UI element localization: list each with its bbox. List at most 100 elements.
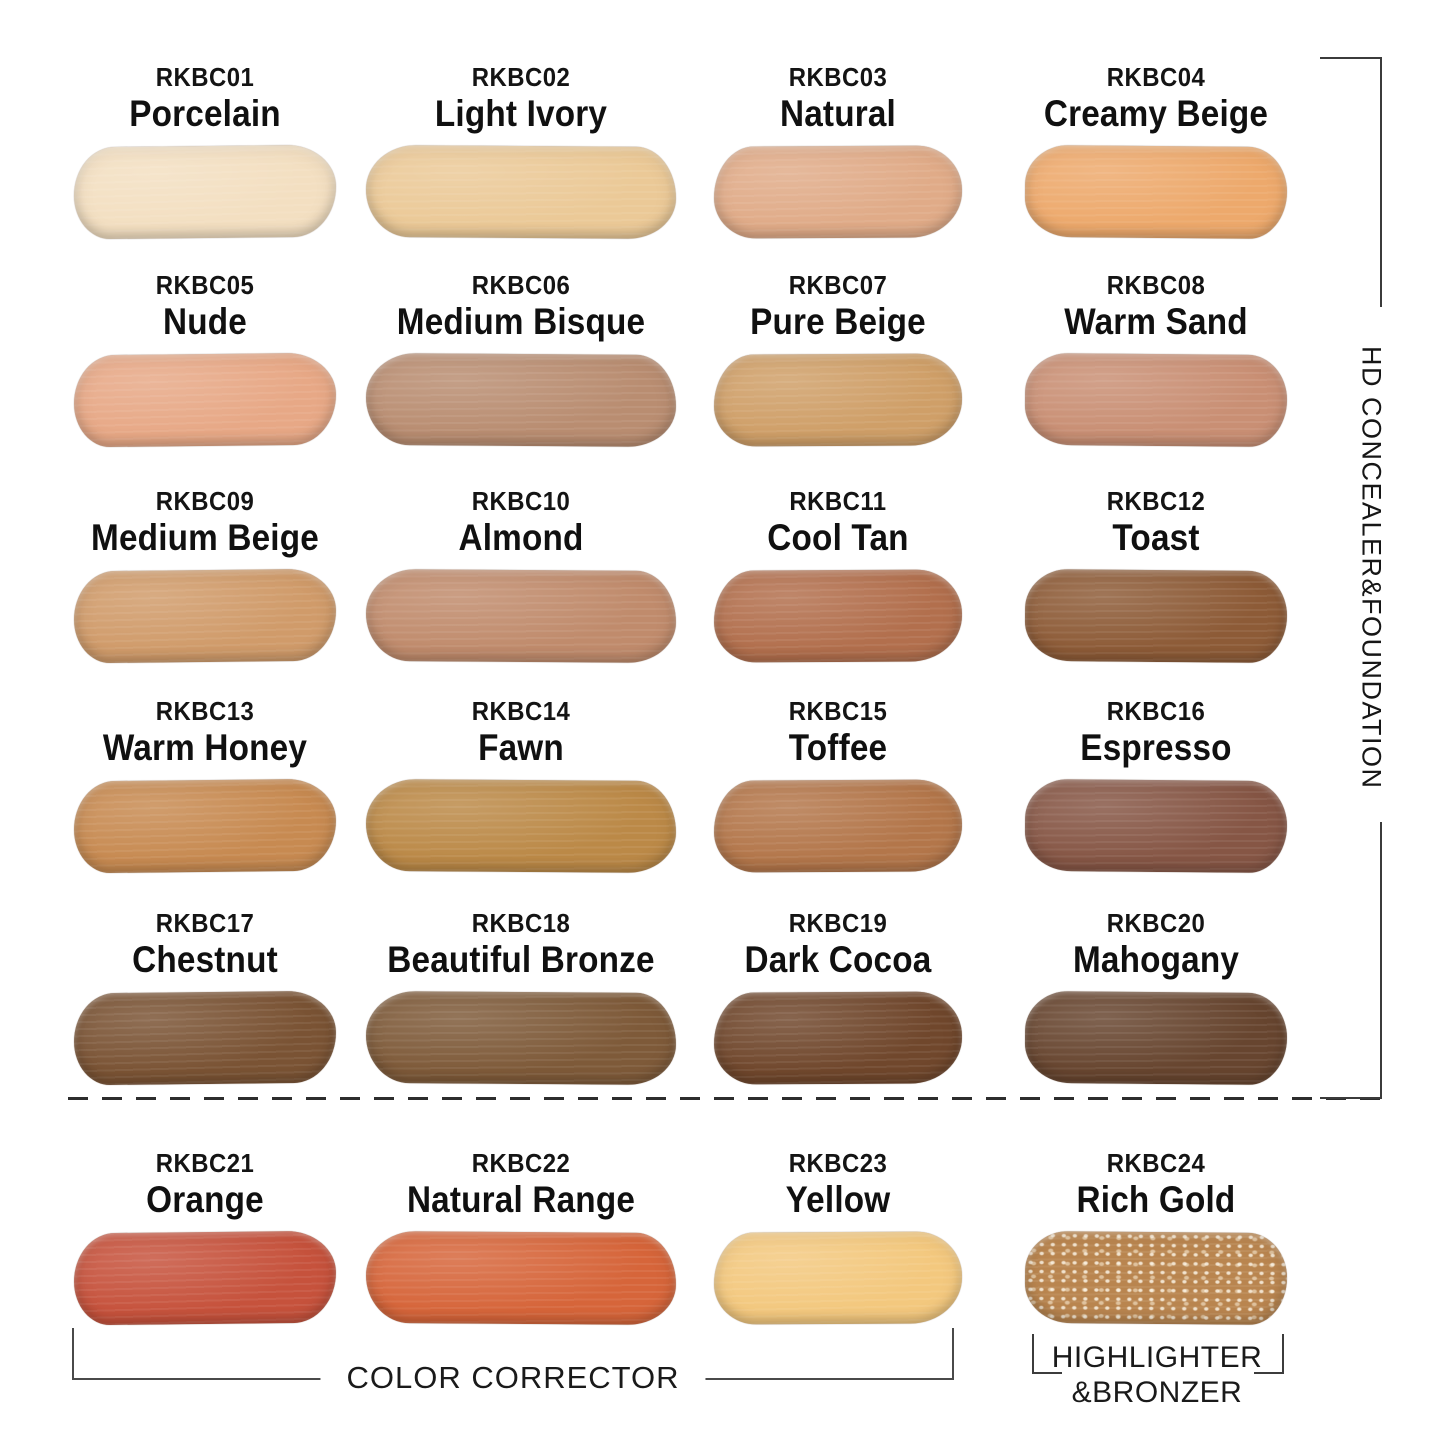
swatch-color-smear bbox=[365, 1230, 677, 1326]
swatch-color-smear bbox=[1024, 352, 1288, 448]
swatch-code: RKBC11 bbox=[789, 486, 887, 516]
swatch-name: Porcelain bbox=[129, 93, 281, 134]
section-label-highlighter-bronzer: HIGHLIGHTER &BRONZER bbox=[1044, 1340, 1270, 1410]
swatch-code: RKBC13 bbox=[155, 696, 255, 726]
swatch-cell: RKBC10 Almond bbox=[365, 486, 677, 664]
swatch-name: Chestnut bbox=[132, 939, 278, 980]
highlighter-bracket-left-corner bbox=[1032, 1334, 1062, 1374]
swatch-code: RKBC20 bbox=[1106, 908, 1206, 938]
swatch-name: Pure Beige bbox=[750, 301, 926, 342]
swatch-color-smear bbox=[73, 778, 337, 874]
swatch-name: Fawn bbox=[478, 727, 564, 768]
swatch-cell: RKBC07 Pure Beige bbox=[682, 270, 994, 447]
side-bracket-top-segment bbox=[1320, 57, 1382, 307]
swatch-name: Cool Tan bbox=[767, 517, 909, 558]
swatch-name: Nude bbox=[163, 301, 247, 342]
swatch-cell: RKBC18 Beautiful Bronze bbox=[365, 908, 677, 1086]
swatch-code: RKBC24 bbox=[1106, 1148, 1206, 1178]
swatch-code: RKBC14 bbox=[471, 696, 571, 726]
swatch-code: RKBC05 bbox=[155, 270, 255, 300]
swatch-code: RKBC04 bbox=[1106, 62, 1206, 92]
swatch-cell: RKBC08 Warm Sand bbox=[1000, 270, 1312, 448]
swatch-code: RKBC01 bbox=[155, 62, 255, 92]
swatch-cell: RKBC11 Cool Tan bbox=[682, 486, 994, 663]
swatch-color-smear bbox=[1024, 1230, 1288, 1326]
swatch-code: RKBC02 bbox=[471, 62, 571, 92]
swatch-name: Espresso bbox=[1080, 727, 1232, 768]
swatch-color-smear bbox=[1024, 778, 1288, 874]
swatch-color-smear bbox=[73, 352, 337, 448]
swatch-code: RKBC23 bbox=[788, 1148, 888, 1178]
swatch-code: RKBC21 bbox=[155, 1148, 255, 1178]
swatch-code: RKBC07 bbox=[788, 270, 888, 300]
highlighter-label-line2: &BRONZER bbox=[1071, 1376, 1243, 1409]
swatch-name: Warm Sand bbox=[1064, 301, 1248, 342]
swatch-name: Warm Honey bbox=[102, 727, 308, 768]
swatch-color-smear bbox=[713, 569, 963, 663]
swatch-cell: RKBC22 Natural Range bbox=[365, 1148, 677, 1326]
swatch-cell: RKBC09 Medium Beige bbox=[49, 486, 361, 664]
swatch-color-smear bbox=[713, 991, 963, 1085]
swatch-color-smear bbox=[713, 353, 963, 447]
swatch-cell: RKBC05 Nude bbox=[49, 270, 361, 448]
swatch-color-smear bbox=[1024, 144, 1288, 240]
swatch-cell: RKBC23 Yellow bbox=[682, 1148, 994, 1325]
swatch-cell: RKBC12 Toast bbox=[1000, 486, 1312, 664]
swatch-name: Light Ivory bbox=[434, 93, 608, 134]
swatch-cell: RKBC17 Chestnut bbox=[49, 908, 361, 1086]
swatch-code: RKBC15 bbox=[788, 696, 888, 726]
swatch-color-smear bbox=[1024, 568, 1288, 664]
swatch-code: RKBC10 bbox=[471, 486, 571, 516]
swatch-color-smear bbox=[365, 568, 677, 664]
swatch-code: RKBC18 bbox=[471, 908, 571, 938]
swatch-name: Creamy Beige bbox=[1043, 93, 1269, 134]
swatch-cell: RKBC01 Porcelain bbox=[49, 62, 361, 240]
swatch-name: Almond bbox=[458, 517, 584, 558]
swatch-cell: RKBC19 Dark Cocoa bbox=[682, 908, 994, 1085]
swatch-color-smear bbox=[365, 144, 677, 240]
swatch-name: Dark Cocoa bbox=[744, 939, 932, 980]
swatch-color-smear bbox=[365, 778, 677, 874]
swatch-name: Medium Bisque bbox=[396, 301, 646, 342]
swatch-name: Rich Gold bbox=[1076, 1179, 1236, 1220]
swatch-color-smear bbox=[365, 990, 677, 1086]
swatch-color-smear bbox=[713, 145, 963, 239]
swatch-color-smear bbox=[73, 990, 337, 1086]
swatch-cell: RKBC21 Orange bbox=[49, 1148, 361, 1326]
swatch-color-smear bbox=[713, 779, 963, 873]
swatch-code: RKBC08 bbox=[1106, 270, 1206, 300]
swatch-name: Yellow bbox=[785, 1179, 891, 1220]
swatch-name: Orange bbox=[146, 1179, 264, 1220]
swatch-code: RKBC17 bbox=[155, 908, 255, 938]
swatch-name: Toast bbox=[1112, 517, 1200, 558]
highlighter-bracket-right-corner bbox=[1254, 1334, 1284, 1374]
section-divider-dashed-line bbox=[68, 1097, 1390, 1100]
highlighter-label-line1: HIGHLIGHTER bbox=[1051, 1341, 1263, 1374]
swatch-name: Toffee bbox=[788, 727, 888, 768]
swatch-cell: RKBC13 Warm Honey bbox=[49, 696, 361, 874]
swatch-cell: RKBC06 Medium Bisque bbox=[365, 270, 677, 448]
swatch-color-smear bbox=[1024, 990, 1288, 1086]
section-label-concealer-foundation: HD CONCEALER&FOUNDATION bbox=[1356, 346, 1387, 790]
swatch-code: RKBC09 bbox=[155, 486, 255, 516]
swatch-name: Natural bbox=[779, 93, 896, 134]
swatch-code: RKBC06 bbox=[471, 270, 571, 300]
swatch-color-smear bbox=[73, 568, 337, 664]
swatch-code: RKBC22 bbox=[471, 1148, 571, 1178]
swatch-cell: RKBC04 Creamy Beige bbox=[1000, 62, 1312, 240]
swatch-name: Beautiful Bronze bbox=[387, 939, 655, 980]
swatch-cell: RKBC16 Espresso bbox=[1000, 696, 1312, 874]
swatch-code: RKBC19 bbox=[788, 908, 888, 938]
side-bracket-bottom-segment bbox=[1320, 822, 1382, 1099]
swatch-name: Medium Beige bbox=[91, 517, 319, 558]
swatch-cell: RKBC14 Fawn bbox=[365, 696, 677, 874]
swatch-cell: RKBC03 Natural bbox=[682, 62, 994, 239]
color-corrector-bracket: COLOR CORRECTOR bbox=[72, 1328, 954, 1396]
swatch-cell: RKBC20 Mahogany bbox=[1000, 908, 1312, 1086]
swatch-name: Natural Range bbox=[406, 1179, 636, 1220]
swatch-color-smear bbox=[73, 1230, 337, 1326]
swatch-cell: RKBC15 Toffee bbox=[682, 696, 994, 873]
section-label-color-corrector: COLOR CORRECTOR bbox=[320, 1360, 706, 1396]
swatch-color-smear bbox=[365, 352, 677, 448]
